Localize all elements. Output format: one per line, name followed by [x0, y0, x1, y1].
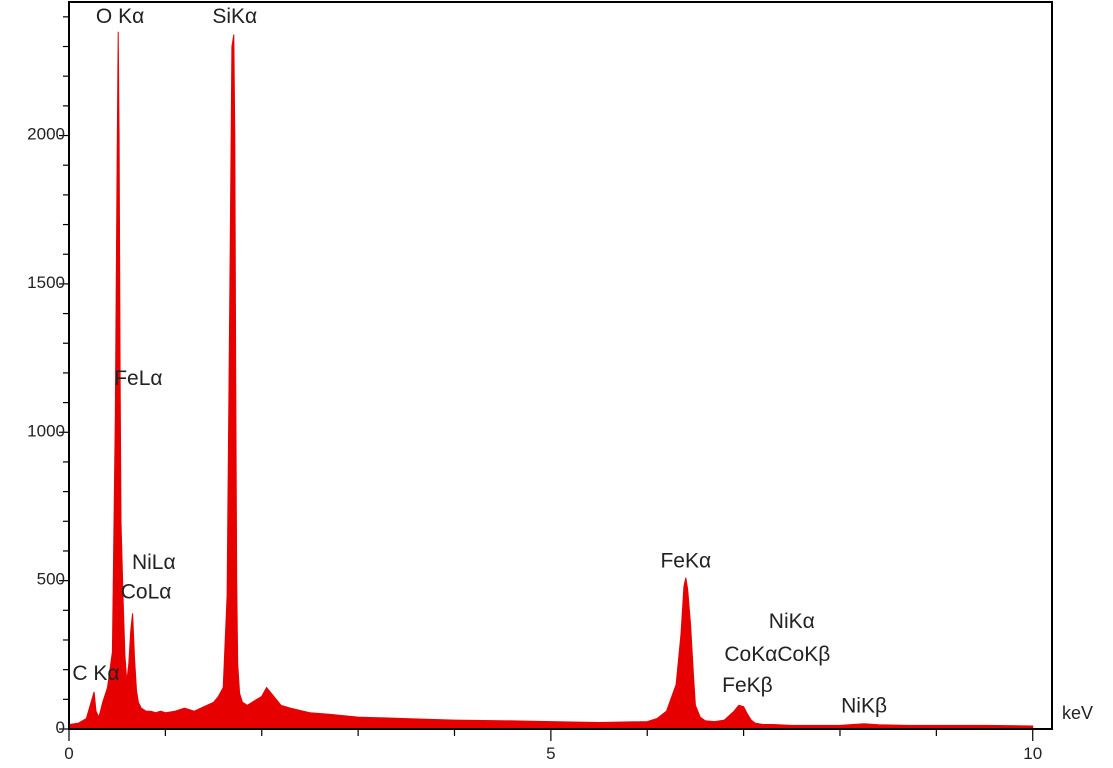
- peak-label: SiKα: [212, 5, 257, 28]
- y-tick-label: 1500: [27, 273, 65, 292]
- spectrum-area: [68, 31, 1034, 730]
- peak-label: C Kα: [72, 662, 119, 685]
- x-tick-label: 5: [546, 744, 555, 763]
- peak-label: NiKβ: [841, 695, 887, 718]
- y-tick-label: 500: [37, 570, 65, 589]
- y-tick-label: 2000: [27, 125, 65, 144]
- x-tick-label: 10: [1023, 744, 1042, 763]
- spectrum-fill-layer: [68, 31, 1034, 730]
- peak-label: CoLα: [121, 580, 172, 603]
- x-axis-unit-label: keV: [1062, 703, 1093, 723]
- plot-frame: [68, 1, 1053, 730]
- peak-label: FeLα: [114, 367, 162, 390]
- peak-label: NiLα: [132, 551, 176, 574]
- axes-layer: 0 500 1000 1500 2000 0 5 10 keV: [27, 1, 1093, 763]
- peak-label: CoKαCoKβ: [724, 643, 830, 666]
- peak-label: FeKα: [660, 549, 711, 572]
- peak-label: NiKα: [769, 610, 815, 633]
- y-tick-label: 1000: [27, 421, 65, 440]
- peak-label: O Kα: [96, 5, 144, 28]
- peak-label: FeKβ: [722, 674, 773, 697]
- x-tick-label: 0: [64, 744, 73, 763]
- y-tick-label: 0: [56, 718, 65, 737]
- peak-labels-layer: O Kα SiKα FeLα NiLα CoLα C Kα FeKα NiKα CoKαCoKβ…: [72, 5, 887, 718]
